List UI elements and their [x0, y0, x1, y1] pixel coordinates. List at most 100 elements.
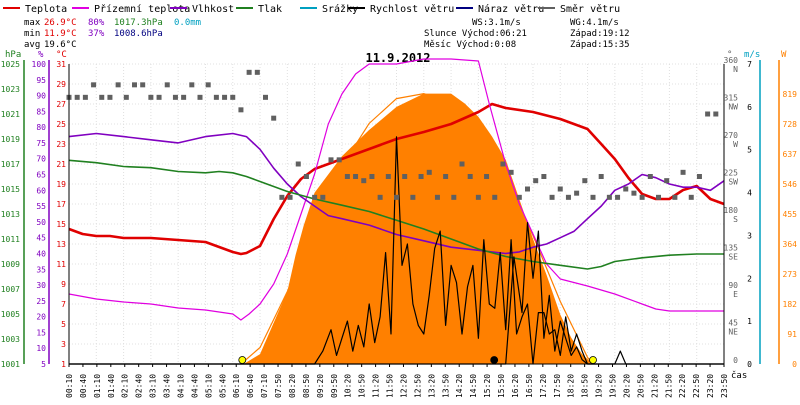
tick-label: 2 — [747, 274, 752, 283]
legend-label: Srážky — [322, 3, 358, 15]
wind-dir-point — [631, 190, 637, 196]
tick-label: SE — [728, 253, 738, 262]
series-prizemni-teplota — [68, 58, 724, 321]
tick-label: 1009 — [1, 260, 20, 269]
tick-label: 819 — [783, 90, 798, 99]
wind-dir-point — [426, 169, 432, 175]
wind-dir-point — [713, 111, 719, 117]
tick-label: 9 — [61, 280, 66, 289]
wind-dir-point — [402, 174, 408, 179]
stat-min-temp: 11.9°C — [44, 29, 77, 39]
wind-dir-point — [99, 94, 105, 100]
tick-label: 13 — [56, 240, 66, 249]
y-axis-pct: 5 10 15 20 25 30 35 40 45 50 55 60 65 70 75 80 85 90 95 100 — [32, 60, 47, 369]
tick-label: 1011 — [1, 235, 20, 244]
wind-dir-point — [606, 194, 612, 200]
tick-label: 1007 — [1, 285, 20, 294]
unit-deg: ° — [727, 50, 732, 60]
tick-label: 35 — [36, 265, 46, 274]
wind-dir-point — [492, 194, 498, 200]
wind-dir-point — [590, 194, 596, 200]
legend-item-srazky: Srážky — [300, 3, 358, 15]
x-tick-label: 01:40 — [107, 374, 116, 398]
wind-dir-point — [312, 194, 318, 200]
tick-label: 7 — [747, 60, 752, 69]
tick-label: NE — [728, 328, 738, 337]
x-tick-label: 15:50 — [497, 374, 506, 398]
x-tick-label: 06:40 — [246, 374, 255, 398]
tick-label: 45 — [36, 234, 46, 243]
wind-dir-point — [222, 94, 228, 100]
tick-label: W — [733, 140, 738, 149]
series-lines — [68, 58, 725, 365]
y-axis-hpa: 1001 1003 1005 1007 1009 1011 1013 1015 1017 1019… — [1, 60, 20, 369]
tick-label: 270 — [724, 131, 739, 140]
tick-label: 25 — [56, 120, 66, 129]
tick-label: 5 — [747, 146, 752, 155]
legend-item-smer-vetru: Směr větru — [538, 3, 620, 15]
tick-label: 3 — [61, 340, 66, 349]
x-tick-label: 09:20 — [316, 374, 325, 398]
tick-label: 90 — [728, 281, 738, 290]
legend-item-tlak: Tlak — [236, 4, 282, 15]
wind-dir-point — [254, 69, 260, 75]
x-tick-label: 23:50 — [720, 374, 729, 398]
stats-block: max 26.9°C 80% 1017.3hPa 0.0mm min 11.9°… — [24, 18, 630, 50]
legend-label: Náraz větru — [478, 3, 544, 15]
tick-label: 95 — [36, 76, 46, 85]
wind-dir-point — [516, 194, 522, 200]
unit-w: W — [781, 50, 787, 60]
tick-label: NW — [728, 103, 738, 112]
x-tick-label: 04:40 — [190, 374, 199, 398]
tick-label: 70 — [36, 155, 46, 164]
tick-label: 1003 — [1, 335, 20, 344]
tick-label: 273 — [783, 270, 798, 279]
wind-dir-point — [295, 161, 301, 167]
legend-item-prizemni-teplota: Přízemní teplota — [72, 3, 190, 15]
tick-label: 45 — [728, 319, 738, 328]
x-tick-label: 21:20 — [650, 374, 659, 398]
wind-dir-point — [287, 194, 293, 200]
tick-label: 1021 — [1, 110, 20, 119]
wind-dir-point — [377, 194, 383, 200]
series-tlak — [68, 159, 724, 270]
legend-item-teplota: Teplota — [3, 4, 67, 15]
wind-dir-point — [688, 194, 694, 200]
x-tick-label: 08:20 — [288, 374, 297, 398]
wind-dir-point — [123, 94, 129, 100]
marker-sunrise — [238, 356, 247, 364]
tick-label: 11 — [56, 260, 66, 269]
x-axis-ticks: 00:10 00:40 01:10 01:40 02:10 02:40 03:10 03:40… — [65, 364, 729, 398]
x-tick-label: 09:50 — [330, 374, 339, 398]
wind-dir-point — [279, 194, 285, 200]
wind-dir-point — [353, 174, 359, 179]
wind-dir-point — [263, 94, 268, 100]
tick-label: E — [733, 290, 738, 299]
wind-dir-point — [664, 178, 670, 184]
legend-item-naraz-vetru: Náraz větru — [456, 3, 544, 15]
unit-degc: °C — [56, 50, 67, 60]
x-tick-label: 21:50 — [664, 374, 673, 398]
wind-dir-point — [459, 161, 465, 167]
wind-dir-point — [115, 82, 121, 88]
tick-label: 135 — [724, 244, 739, 253]
tick-label: 40 — [36, 249, 46, 258]
tick-label: 25 — [36, 297, 46, 306]
tick-label: SW — [728, 178, 738, 187]
wind-dir-point — [443, 174, 449, 179]
axis-units: hPa % °C ° m/s W — [5, 50, 787, 60]
stat-sun: Slunce Východ:06:21 — [424, 29, 527, 39]
x-tick-label: 02:10 — [121, 374, 130, 398]
stat-max-label: max — [24, 18, 41, 28]
solar-radiation — [240, 93, 594, 365]
x-tick-label: 14:50 — [469, 374, 478, 398]
wind-dir-point — [672, 194, 678, 200]
tick-label: 55 — [36, 202, 46, 211]
wind-dir-point — [238, 107, 244, 113]
tick-label: 100 — [32, 60, 47, 69]
x-tick-label: 08:50 — [302, 374, 311, 398]
marker-sunset — [589, 356, 597, 364]
tick-label: 0 — [792, 360, 797, 369]
wind-dir-point — [369, 174, 375, 179]
